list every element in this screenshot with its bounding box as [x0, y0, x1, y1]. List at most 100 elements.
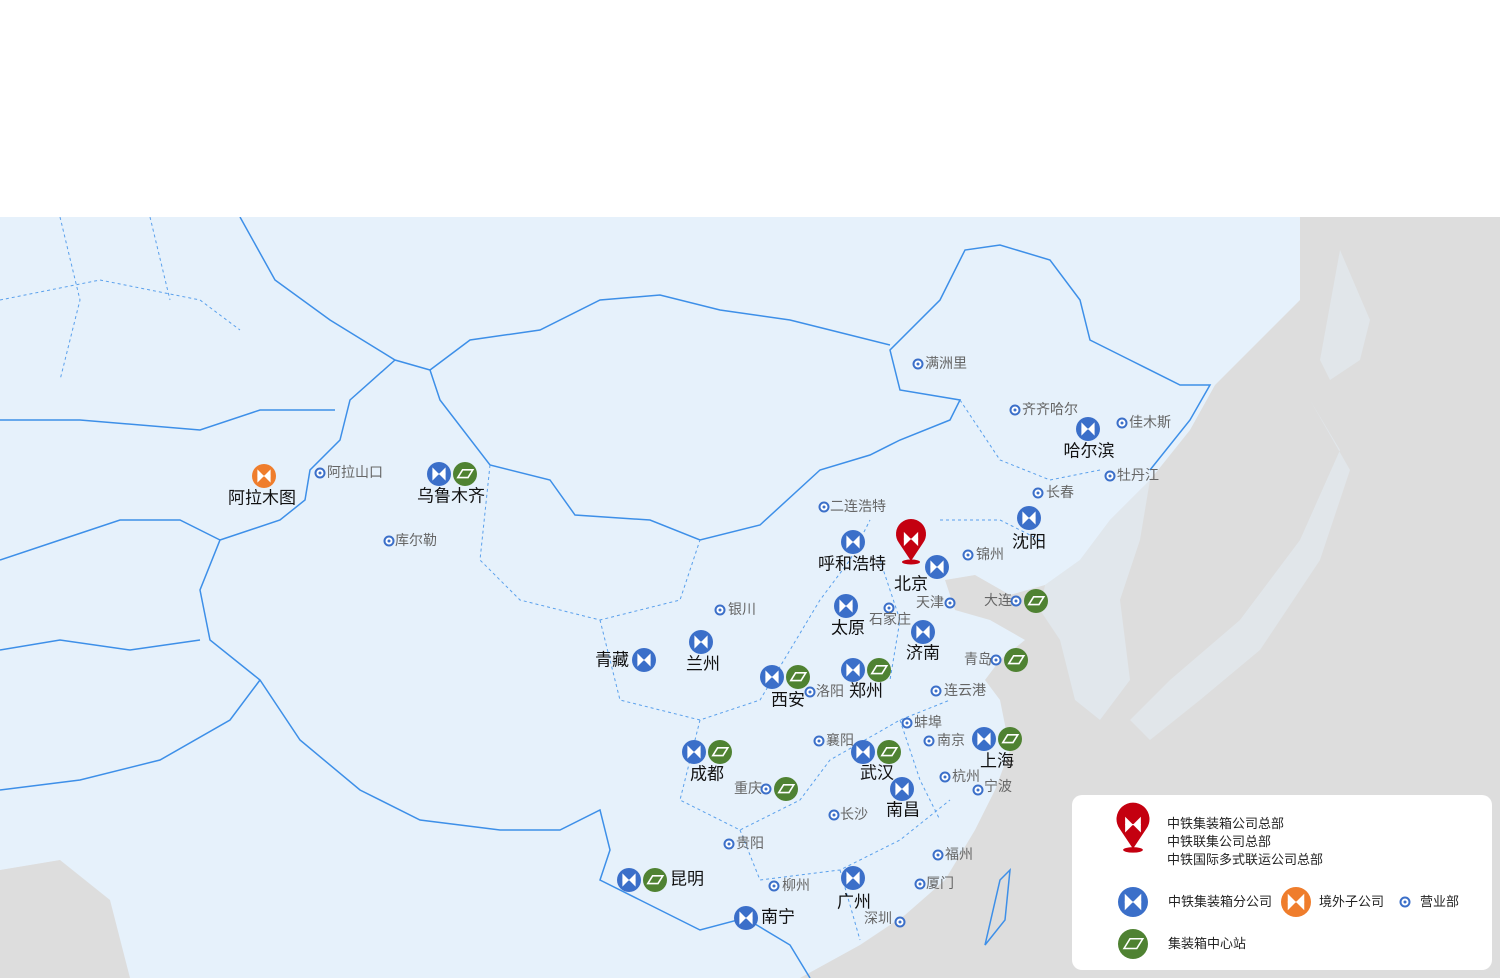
branch-icon[interactable] — [890, 777, 914, 801]
map-marker[interactable] — [768, 880, 780, 892]
sales-dot-icon[interactable] — [930, 685, 942, 697]
sales-dot-icon[interactable] — [923, 735, 935, 747]
hq-pin-icon[interactable] — [896, 519, 926, 565]
sales-dot-icon[interactable] — [914, 878, 926, 890]
map-marker[interactable] — [314, 467, 326, 479]
sales-dot-icon[interactable] — [760, 783, 772, 795]
sales-dot-icon[interactable] — [883, 602, 895, 614]
branch-icon[interactable] — [1076, 417, 1100, 441]
branch-icon[interactable] — [427, 462, 451, 486]
map-marker[interactable] — [1010, 589, 1049, 613]
map-marker[interactable] — [818, 501, 830, 513]
branch-icon[interactable] — [841, 658, 865, 682]
map-marker[interactable] — [252, 464, 276, 488]
center-station-icon[interactable] — [867, 658, 891, 682]
center-station-icon[interactable] — [786, 665, 810, 689]
map-marker[interactable] — [932, 849, 944, 861]
map-marker[interactable] — [1017, 506, 1041, 530]
branch-icon[interactable] — [911, 620, 935, 644]
map-marker[interactable] — [1032, 487, 1044, 499]
sales-dot-icon[interactable] — [944, 597, 956, 609]
map-marker[interactable] — [1009, 404, 1021, 416]
branch-icon[interactable] — [689, 630, 713, 654]
map-marker[interactable] — [1076, 417, 1100, 441]
map-marker[interactable] — [841, 866, 865, 890]
map-marker[interactable] — [930, 685, 942, 697]
sales-dot-icon[interactable] — [768, 880, 780, 892]
branch-icon[interactable] — [841, 530, 865, 554]
map-marker[interactable] — [972, 727, 1022, 751]
sales-dot-icon[interactable] — [962, 549, 974, 561]
map-marker[interactable] — [944, 597, 956, 609]
branch-icon[interactable] — [1017, 506, 1041, 530]
map-marker[interactable] — [914, 878, 926, 890]
map-marker[interactable] — [734, 906, 758, 930]
center-station-icon[interactable] — [774, 777, 798, 801]
map-marker[interactable] — [972, 784, 984, 796]
map-marker[interactable] — [901, 717, 913, 729]
sales-dot-icon[interactable] — [714, 604, 726, 616]
map-marker[interactable] — [813, 735, 825, 747]
sales-dot-icon[interactable] — [723, 838, 735, 850]
map-marker[interactable] — [760, 777, 799, 801]
map-marker[interactable] — [383, 535, 395, 547]
sales-dot-icon[interactable] — [932, 849, 944, 861]
map-marker[interactable] — [990, 648, 1029, 672]
branch-icon[interactable] — [851, 740, 875, 764]
map-marker[interactable] — [632, 648, 656, 672]
map-marker[interactable] — [841, 658, 891, 682]
map-marker[interactable] — [841, 530, 865, 554]
sales-dot-icon[interactable] — [1116, 417, 1128, 429]
map-marker[interactable] — [894, 916, 906, 928]
map-marker[interactable] — [1116, 417, 1128, 429]
sales-dot-icon[interactable] — [990, 654, 1002, 666]
map-marker[interactable] — [923, 735, 935, 747]
overseas-icon[interactable] — [252, 464, 276, 488]
map-marker[interactable] — [760, 665, 810, 689]
branch-icon[interactable] — [925, 555, 949, 579]
branch-icon[interactable] — [841, 866, 865, 890]
sales-dot-icon[interactable] — [972, 784, 984, 796]
map-marker[interactable] — [804, 686, 816, 698]
sales-dot-icon[interactable] — [828, 809, 840, 821]
sales-dot-icon[interactable] — [314, 467, 326, 479]
map-marker[interactable] — [682, 740, 732, 764]
center-station-icon[interactable] — [998, 727, 1022, 751]
map-marker[interactable] — [851, 740, 901, 764]
china-map[interactable]: 乌鲁木齐 哈尔滨 沈阳 呼和浩特 北京 太原 济南 青藏 兰州 西安 郑州 成都 武汉 上海 南昌 广州 南宁 昆… — [0, 217, 1500, 978]
map-marker[interactable] — [617, 868, 667, 892]
map-marker[interactable] — [912, 358, 924, 370]
map-marker[interactable] — [834, 594, 858, 618]
branch-icon[interactable] — [760, 665, 784, 689]
center-station-icon[interactable] — [708, 740, 732, 764]
sales-dot-icon[interactable] — [894, 916, 906, 928]
sales-dot-icon[interactable] — [912, 358, 924, 370]
map-marker[interactable] — [911, 620, 935, 644]
center-station-icon[interactable] — [877, 740, 901, 764]
map-marker[interactable] — [1104, 470, 1116, 482]
map-marker[interactable] — [828, 809, 840, 821]
sales-dot-icon[interactable] — [1032, 487, 1044, 499]
sales-dot-icon[interactable] — [383, 535, 395, 547]
branch-icon[interactable] — [632, 648, 656, 672]
sales-dot-icon[interactable] — [939, 771, 951, 783]
map-marker[interactable] — [883, 602, 895, 614]
branch-icon[interactable] — [617, 868, 641, 892]
sales-dot-icon[interactable] — [813, 735, 825, 747]
map-marker[interactable] — [896, 519, 949, 579]
map-marker[interactable] — [714, 604, 726, 616]
center-station-icon[interactable] — [1004, 648, 1028, 672]
map-marker[interactable] — [962, 549, 974, 561]
center-station-icon[interactable] — [643, 868, 667, 892]
map-marker[interactable] — [890, 777, 914, 801]
branch-icon[interactable] — [834, 594, 858, 618]
map-marker[interactable] — [427, 462, 477, 486]
center-station-icon[interactable] — [1024, 589, 1048, 613]
branch-icon[interactable] — [734, 906, 758, 930]
sales-dot-icon[interactable] — [1104, 470, 1116, 482]
center-station-icon[interactable] — [453, 462, 477, 486]
sales-dot-icon[interactable] — [1009, 404, 1021, 416]
branch-icon[interactable] — [972, 727, 996, 751]
sales-dot-icon[interactable] — [1010, 595, 1022, 607]
sales-dot-icon[interactable] — [804, 686, 816, 698]
